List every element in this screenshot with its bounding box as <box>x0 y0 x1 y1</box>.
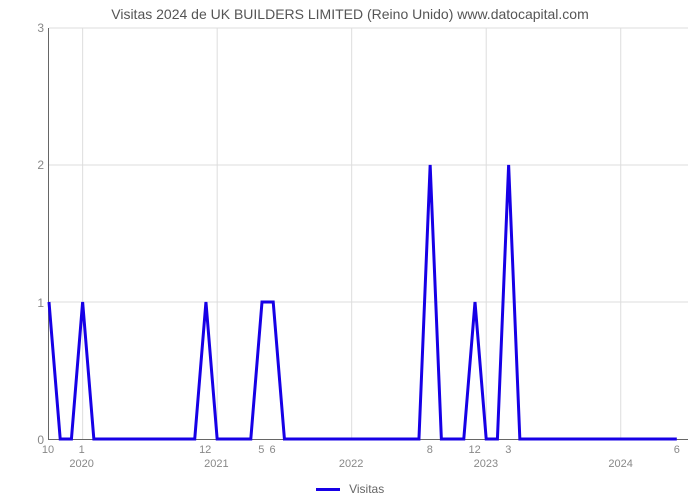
x-tick-month: 10 <box>42 444 54 456</box>
x-tick-month: 6 <box>269 444 275 456</box>
y-tick-label: 1 <box>28 296 44 310</box>
legend: Visitas <box>0 482 700 496</box>
x-tick-month: 12 <box>469 444 481 456</box>
legend-swatch <box>316 488 340 491</box>
y-tick-label: 2 <box>28 158 44 172</box>
x-tick-year: 2020 <box>69 458 93 470</box>
x-tick-month: 12 <box>199 444 211 456</box>
y-tick-label: 3 <box>28 21 44 35</box>
x-tick-year: 2024 <box>608 458 632 470</box>
chart-title: Visitas 2024 de UK BUILDERS LIMITED (Rei… <box>0 6 700 22</box>
plot-area <box>48 28 688 440</box>
x-tick-year: 2023 <box>474 458 498 470</box>
chart-svg <box>49 28 688 439</box>
x-tick-month: 1 <box>79 444 85 456</box>
x-tick-month: 3 <box>505 444 511 456</box>
x-tick-year: 2022 <box>339 458 363 470</box>
legend-label: Visitas <box>349 482 384 496</box>
x-tick-year: 2021 <box>204 458 228 470</box>
x-tick-month: 8 <box>427 444 433 456</box>
x-tick-month: 6 <box>674 444 680 456</box>
x-tick-month: 5 <box>258 444 264 456</box>
